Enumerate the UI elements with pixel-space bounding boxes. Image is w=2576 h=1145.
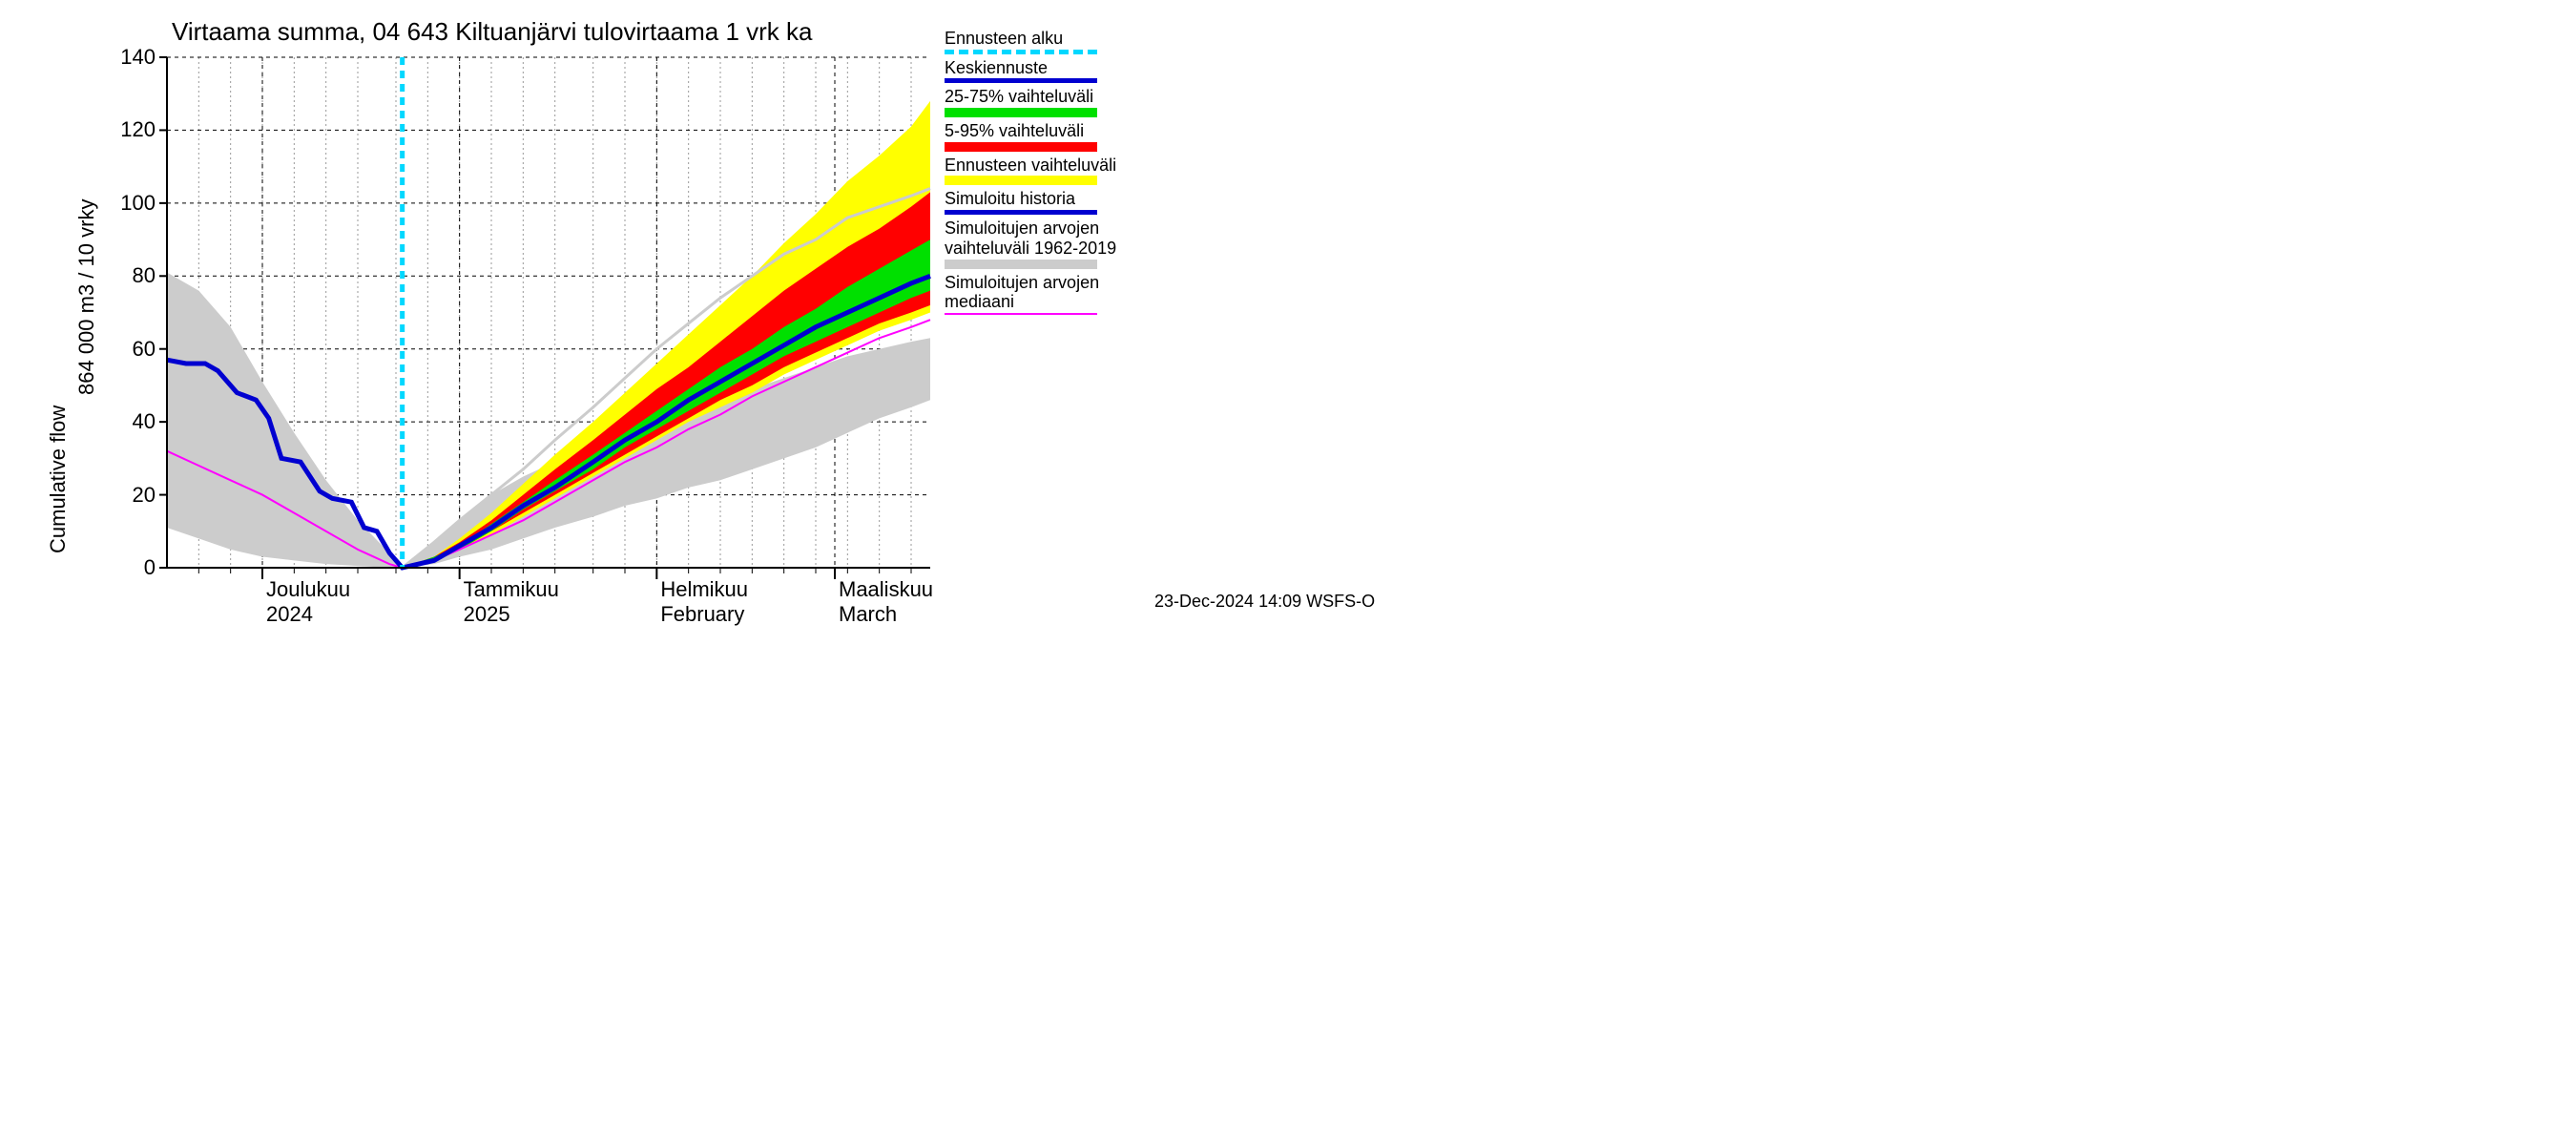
legend-label: Simuloitujen arvojen vaihteluväli 1962-2… xyxy=(945,219,1135,258)
legend-label: Simuloitujen arvojen mediaani xyxy=(945,273,1135,312)
legend-swatch xyxy=(945,313,1097,315)
legend: Ennusteen alku Keskiennuste 25-75% vaihtel… xyxy=(945,29,1135,319)
legend-label: Keskiennuste xyxy=(945,58,1135,78)
x-month-sublabel: March xyxy=(839,602,897,627)
legend-item: Simuloitujen arvojen mediaani xyxy=(945,273,1135,315)
y-tick-label: 40 xyxy=(110,409,156,434)
legend-swatch xyxy=(945,108,1097,117)
legend-swatch xyxy=(945,142,1097,152)
legend-item: Simuloitujen arvojen vaihteluväli 1962-2… xyxy=(945,219,1135,268)
y-tick-label: 140 xyxy=(110,45,156,70)
x-month-label: Helmikuu xyxy=(660,577,748,602)
chart-svg xyxy=(0,0,1431,630)
y-tick-label: 60 xyxy=(110,337,156,362)
legend-swatch xyxy=(945,210,1097,215)
legend-label: Ennusteen alku xyxy=(945,29,1135,49)
legend-label: 5-95% vaihteluväli xyxy=(945,121,1135,141)
footer-timestamp: 23-Dec-2024 14:09 WSFS-O xyxy=(1154,592,1375,612)
legend-swatch xyxy=(945,176,1097,185)
y-tick-label: 80 xyxy=(110,263,156,288)
y-tick-label: 0 xyxy=(110,555,156,580)
legend-label: Ennusteen vaihteluväli xyxy=(945,156,1135,176)
legend-item: Ennusteen vaihteluväli xyxy=(945,156,1135,186)
legend-item: Ennusteen alku xyxy=(945,29,1135,54)
x-month-label: Tammikuu xyxy=(464,577,559,602)
legend-item: Simuloitu historia xyxy=(945,189,1135,215)
x-month-sublabel: 2024 xyxy=(266,602,313,627)
legend-swatch xyxy=(945,78,1097,83)
x-month-sublabel: February xyxy=(660,602,744,627)
x-month-label: Maaliskuu xyxy=(839,577,933,602)
legend-label: 25-75% vaihteluväli xyxy=(945,87,1135,107)
x-month-sublabel: 2025 xyxy=(464,602,510,627)
y-tick-label: 120 xyxy=(110,117,156,142)
y-tick-label: 20 xyxy=(110,483,156,508)
legend-label: Simuloitu historia xyxy=(945,189,1135,209)
x-month-label: Joulukuu xyxy=(266,577,350,602)
legend-swatch xyxy=(945,260,1097,269)
chart-container: Virtaama summa, 04 643 Kiltuanjärvi tulo… xyxy=(0,0,1431,630)
legend-item: 5-95% vaihteluväli xyxy=(945,121,1135,152)
legend-swatch xyxy=(945,50,1097,54)
y-tick-label: 100 xyxy=(110,191,156,216)
legend-item: 25-75% vaihteluväli xyxy=(945,87,1135,117)
legend-item: Keskiennuste xyxy=(945,58,1135,84)
